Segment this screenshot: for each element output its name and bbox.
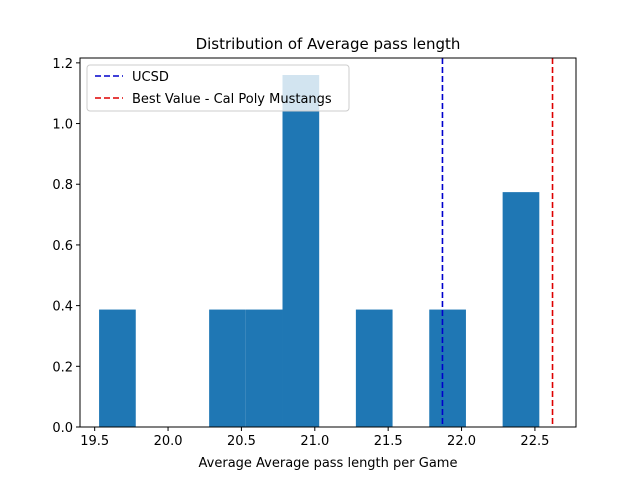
histogram-bar — [209, 309, 246, 427]
y-tick-label: 0.2 — [52, 360, 73, 375]
plot-frame — [79, 57, 577, 428]
reference-lines-group — [441, 58, 554, 427]
x-tick-label: 21.5 — [374, 434, 403, 449]
chart-title: Distribution of Average pass length — [196, 35, 461, 53]
histogram-bar — [99, 309, 136, 427]
x-axis-label: Average Average pass length per Game — [199, 456, 458, 471]
x-tick-label: 22.0 — [447, 434, 476, 449]
y-tick-label: 0.8 — [52, 178, 73, 193]
x-tick-label: 20.0 — [154, 434, 183, 449]
legend-label: Best Value - Cal Poly Mustangs — [132, 92, 332, 107]
x-tick-label: 19.5 — [80, 434, 109, 449]
histogram-bar — [429, 309, 466, 427]
x-tick-label: 22.5 — [520, 434, 549, 449]
legend-label: UCSD — [132, 70, 169, 85]
y-tick-label: 0.0 — [52, 421, 73, 436]
y-axis-ticks: 0.0 0.2 0.4 0.6 0.8 1.0 1.2 — [52, 57, 80, 436]
bars-group — [99, 74, 540, 428]
y-tick-label: 0.4 — [52, 300, 73, 315]
y-tick-label: 0.6 — [52, 239, 73, 254]
histogram-bar — [355, 309, 393, 427]
y-tick-label: 1.2 — [52, 57, 73, 72]
x-tick-label: 21.0 — [300, 434, 329, 449]
histogram-bar — [282, 74, 320, 428]
legend-box — [86, 64, 350, 112]
legend: UCSD Best Value - Cal Poly Mustangs — [86, 64, 350, 112]
histogram-bar — [502, 192, 540, 427]
x-axis-ticks: 19.5 20.0 20.5 21.0 21.5 22.0 22.5 — [80, 427, 549, 449]
y-tick-label: 1.0 — [52, 118, 73, 133]
x-tick-label: 20.5 — [227, 434, 256, 449]
histogram-bar — [245, 309, 283, 427]
